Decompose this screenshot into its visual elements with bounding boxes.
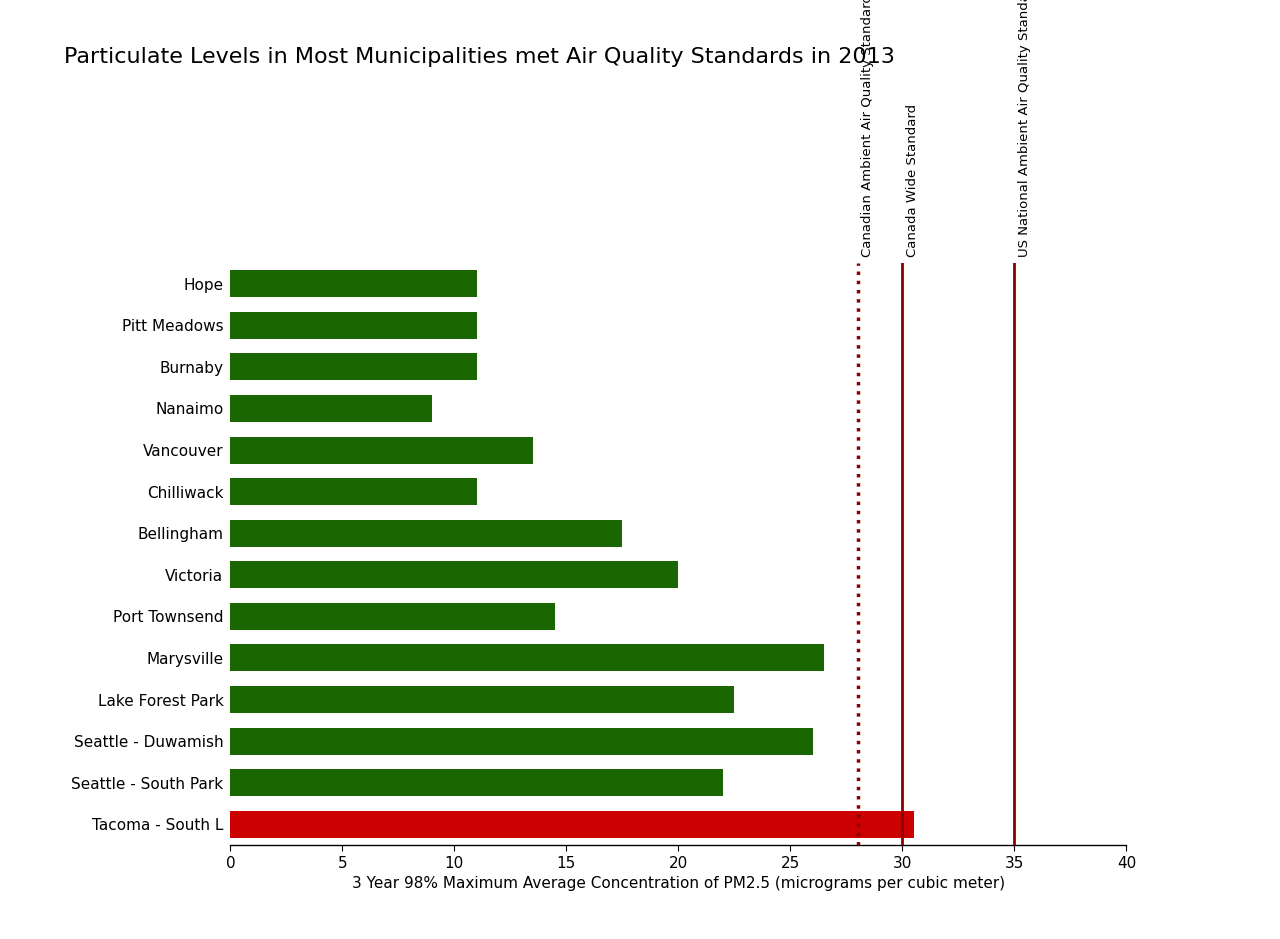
Bar xyxy=(230,270,476,298)
X-axis label: 3 Year 98% Maximum Average Concentration of PM2.5 (micrograms per cubic meter): 3 Year 98% Maximum Average Concentration… xyxy=(352,876,1005,891)
Bar xyxy=(230,519,622,546)
Bar xyxy=(230,728,813,755)
Bar xyxy=(230,437,532,464)
Bar xyxy=(230,562,678,589)
Bar xyxy=(230,395,433,422)
Text: Particulate Levels in Most Municipalities met Air Quality Standards in 2013: Particulate Levels in Most Municipalitie… xyxy=(64,47,895,67)
Bar xyxy=(230,312,476,339)
Bar xyxy=(230,603,556,630)
Text: US National Ambient Air Quality Standard: US National Ambient Air Quality Standard xyxy=(1018,0,1030,257)
Text: Canada Wide Standard: Canada Wide Standard xyxy=(906,104,919,257)
Bar xyxy=(230,478,476,505)
Bar xyxy=(230,353,476,380)
Bar xyxy=(230,769,723,796)
Bar xyxy=(230,644,824,671)
Text: Canadian Ambient Air Quality Standard: Canadian Ambient Air Quality Standard xyxy=(861,0,874,257)
Bar xyxy=(230,686,735,713)
Bar xyxy=(230,810,914,838)
